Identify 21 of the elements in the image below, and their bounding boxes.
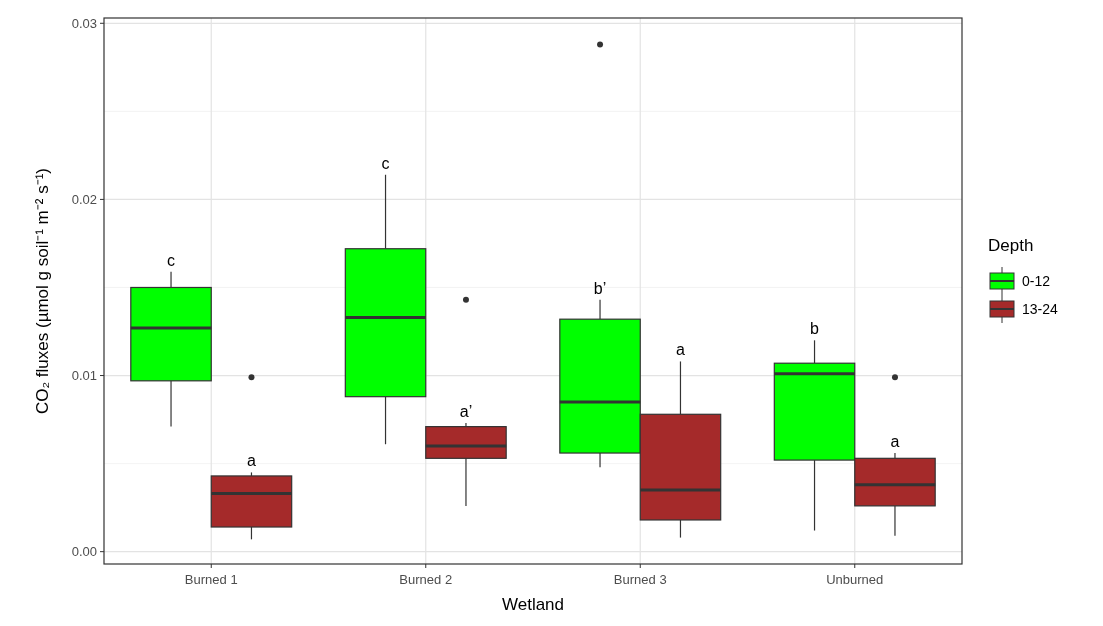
annotation: c <box>167 251 176 269</box>
annotation: c <box>381 154 390 172</box>
annotation: b’ <box>593 279 607 297</box>
legend-label: 0-12 <box>1022 272 1051 289</box>
y-tick-label: 0.02 <box>71 191 97 207</box>
x-tick-label: Burned 3 <box>613 572 667 587</box>
y-tick-label: 0.03 <box>71 15 97 31</box>
legend-label: 13-24 <box>1022 300 1059 317</box>
annotation: b <box>810 320 820 338</box>
legend-title: Depth <box>988 236 1034 255</box>
annotation: a <box>676 341 686 359</box>
annotation: a <box>890 433 900 451</box>
y-tick-label: 0.00 <box>71 544 97 560</box>
y-axis-title: CO₂ fluxes (µmol g soil⁻¹ m⁻² s⁻¹) <box>33 168 52 414</box>
y-tick-label: 0.01 <box>71 368 97 384</box>
annotation: a’ <box>459 403 473 421</box>
x-tick-label: Burned 2 <box>399 572 453 587</box>
annotation: a <box>247 452 257 470</box>
x-axis-title: Wetland <box>501 595 565 614</box>
x-tick-label: Unburned <box>826 572 884 587</box>
x-tick-label: Burned 1 <box>184 572 238 587</box>
